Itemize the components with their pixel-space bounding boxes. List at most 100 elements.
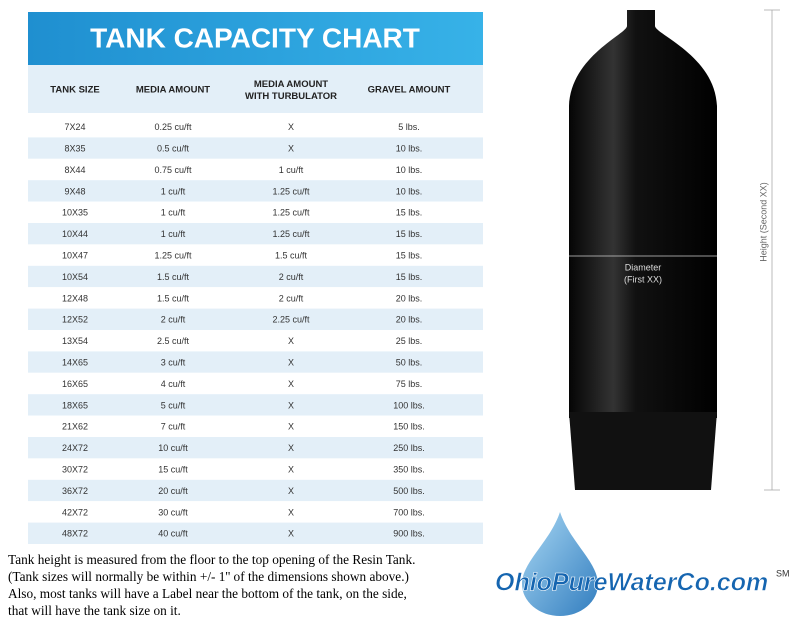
table-cell: 16X65 [62, 379, 88, 389]
table-row [28, 522, 483, 544]
table-cell: 2 cu/ft [279, 293, 304, 303]
table-row [28, 415, 483, 437]
table-cell: 150 lbs. [393, 422, 425, 432]
table-cell: X [288, 122, 294, 132]
table-cell: 48X72 [62, 529, 88, 539]
table-row [28, 437, 483, 459]
title-banner [28, 12, 483, 65]
table-row [28, 287, 483, 309]
table-row [28, 330, 483, 352]
table-row [28, 372, 483, 395]
note-line: Also, most tanks will have a Label near … [8, 586, 407, 601]
table-cell: 75 lbs. [396, 379, 423, 389]
table-cell: X [288, 529, 294, 539]
column-header-line: WITH TURBULATOR [245, 91, 337, 102]
table-cell: 10X44 [62, 229, 88, 239]
diameter-label: (First XX) [624, 274, 662, 284]
table-cell: X [288, 422, 294, 432]
table-cell: 2.5 cu/ft [157, 336, 190, 346]
table-row [28, 265, 483, 288]
table-cell: 8X35 [64, 143, 85, 153]
height-label: Height (Second XX) [758, 182, 768, 262]
table-cell: 9X48 [64, 186, 85, 196]
title: TANK CAPACITY CHART [90, 22, 420, 53]
table-cell: 1.25 cu/ft [272, 186, 310, 196]
table-row [28, 501, 483, 523]
table-cell: 18X65 [62, 400, 88, 410]
table-cell: 5 cu/ft [161, 400, 186, 410]
table-cell: 1.25 cu/ft [154, 250, 192, 260]
column-header: MEDIA AMOUNT [136, 85, 210, 96]
table-cell: 15 lbs. [396, 250, 423, 260]
table-cell: 20 lbs. [396, 293, 423, 303]
table-cell: X [288, 357, 294, 367]
header-row [28, 65, 483, 113]
table-cell: 1.25 cu/ft [272, 229, 310, 239]
table-cell: 700 lbs. [393, 507, 425, 517]
column-header-line: MEDIA AMOUNT [254, 79, 328, 90]
table-row [28, 158, 483, 181]
column-header: GRAVEL AMOUNT [368, 85, 451, 96]
tank-base [569, 412, 717, 490]
table-cell: 12X48 [62, 293, 88, 303]
table-cell: 0.75 cu/ft [154, 165, 192, 175]
table-cell: 8X44 [64, 165, 85, 175]
table-cell: 1.5 cu/ft [157, 272, 190, 282]
table-cell: 350 lbs. [393, 464, 425, 474]
table-cell: 21X62 [62, 422, 88, 432]
table-cell: 7 cu/ft [161, 422, 186, 432]
table-row [28, 223, 483, 245]
table-cell: 40 cu/ft [158, 529, 188, 539]
logo-sm: SM [776, 568, 790, 578]
table-cell: 2 cu/ft [161, 315, 186, 325]
table-cell: 500 lbs. [393, 486, 425, 496]
table-row [28, 116, 483, 138]
table-cell: 4 cu/ft [161, 379, 186, 389]
table-cell: 1 cu/ft [161, 229, 186, 239]
table-cell: 10 lbs. [396, 186, 423, 196]
table-cell: 20 cu/ft [158, 486, 188, 496]
table-cell: 10X54 [62, 272, 88, 282]
table-cell: 2.25 cu/ft [272, 315, 310, 325]
table-cell: 1.25 cu/ft [272, 208, 310, 218]
table-cell: 10 cu/ft [158, 443, 188, 453]
table-cell: 0.25 cu/ft [154, 122, 192, 132]
table-cell: X [288, 336, 294, 346]
table-cell: 900 lbs. [393, 529, 425, 539]
table-cell: 10 lbs. [396, 165, 423, 175]
table-row [28, 308, 483, 330]
table-cell: 2 cu/ft [279, 272, 304, 282]
table-cell: 24X72 [62, 443, 88, 453]
table-cell: 3 cu/ft [161, 357, 186, 367]
table-row [28, 180, 483, 202]
table-row [28, 351, 483, 373]
logo-text: OhioPureWaterCo.com [495, 569, 768, 597]
diameter-label: Diameter [625, 262, 662, 272]
table-row [28, 458, 483, 480]
note-line: that will have the tank size on it. [8, 603, 181, 618]
note-line: Tank height is measured from the floor t… [8, 552, 415, 567]
table-row [28, 244, 483, 266]
tank-body [569, 10, 717, 418]
table-cell: 36X72 [62, 486, 88, 496]
table-row [28, 137, 483, 159]
column-header: TANK SIZE [50, 85, 99, 96]
table-cell: 5 lbs. [398, 122, 420, 132]
table-cell: 1.5 cu/ft [275, 250, 308, 260]
table-cell: 14X65 [62, 357, 88, 367]
table-cell: X [288, 143, 294, 153]
logo-drop [522, 512, 598, 616]
table-cell: X [288, 379, 294, 389]
table-cell: 15 lbs. [396, 272, 423, 282]
table-row [28, 479, 483, 502]
table-cell: 1 cu/ft [161, 208, 186, 218]
table-row [28, 201, 483, 223]
table-row [28, 394, 483, 416]
note-line: (Tank sizes will normally be within +/- … [8, 569, 409, 584]
table-cell: 20 lbs. [396, 315, 423, 325]
table-cell: 15 lbs. [396, 208, 423, 218]
table-cell: 30 cu/ft [158, 507, 188, 517]
table-cell: 13X54 [62, 336, 88, 346]
